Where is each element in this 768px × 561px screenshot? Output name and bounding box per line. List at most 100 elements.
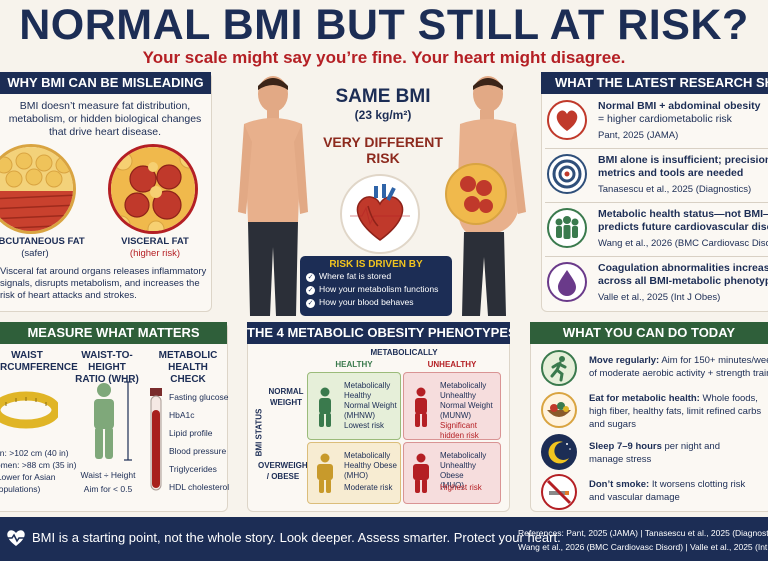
action-sleep-text: Sleep 7–9 hours per night and manage stre…	[589, 441, 720, 465]
divider	[545, 202, 768, 203]
blood-drop-icon	[547, 262, 587, 302]
research-item: BMI alone is insufficient; precision metr…	[545, 150, 768, 203]
phenotype-axis-top: METABOLICALLY	[370, 348, 438, 357]
whr-aim: Aim for < 0.5	[83, 484, 133, 494]
risk-label: RISK	[366, 150, 400, 166]
moon-icon	[541, 434, 577, 470]
footer-references: Wang et al., 2026 (BMC Cardiovasc Disord…	[518, 542, 768, 552]
phenotype-name: (MHO)	[344, 471, 368, 480]
why-bmi-heading: WHY BMI CAN BE MISLEADING	[0, 72, 211, 94]
target-icon	[547, 154, 587, 194]
visceral-fat-label: VISCERAL FAT	[121, 236, 189, 247]
phenotype-risk: Moderate risk	[344, 483, 393, 492]
phenotype-name: Healthy	[344, 391, 372, 400]
very-different-label: VERY DIFFERENT	[323, 134, 443, 150]
test-item: HbA1c	[169, 410, 195, 420]
test-item: Triglycerides	[169, 464, 217, 474]
lean-man-figure	[236, 72, 310, 316]
why-bmi-footer-text: Visceral fat around organs releases infl…	[0, 266, 207, 301]
metabolic-check-title: METABOLIC HEALTH CHECK	[158, 350, 218, 385]
phenotype-abbr: (MHNW)	[344, 411, 376, 420]
food-bowl-icon	[541, 392, 577, 428]
person-icon	[317, 453, 333, 493]
person-height-icon	[86, 380, 136, 462]
overweight-row-label: OVERWEIGHT / OBESE	[258, 461, 313, 481]
research-heading: WHAT THE LATEST RESEARCH SHOWS	[541, 72, 768, 94]
research-citation: Wang et al., 2026 (BMC Cardiovasc Disord…	[598, 238, 768, 249]
measure-heading: MEASURE WHAT MATTERS	[0, 322, 227, 344]
whr-title: WAIST-TO-HEIGHT RATIO (WHR)	[75, 350, 139, 385]
phenotype-name: Healthy Obese	[344, 461, 397, 470]
research-item: Coagulation abnormalities increase riska…	[545, 258, 768, 311]
footer-references: References: Pant, 2025 (JAMA) | Tanasesc…	[518, 528, 768, 538]
phenotype-name: Normal Weight	[344, 401, 397, 410]
phenotype-risk: Highest risk	[440, 483, 482, 492]
test-item: HDL cholesterol	[169, 482, 230, 492]
tape-measure-icon	[0, 384, 61, 436]
phenotype-name: Normal Weight	[440, 401, 493, 410]
person-icon	[413, 453, 429, 493]
risk-box-title: RISK IS DRIVEN BY	[329, 259, 423, 270]
phenotype-name: (MUO)	[440, 481, 464, 490]
phenotype-name: Unhealthy	[440, 391, 477, 400]
same-bmi-label: SAME BMI	[335, 86, 431, 107]
research-citation: Tanasescu et al., 2025 (Diagnostics)	[598, 184, 752, 195]
phenotype-cell: Metabolically Unhealthy Normal Weight (MUNW…	[403, 372, 501, 440]
phenotype-cell: Metabolically Healthy Normal Weight (MHNW) L…	[307, 372, 401, 440]
check-icon: ✓	[306, 299, 315, 308]
blood-tube-icon	[148, 388, 164, 492]
waist-populations: populations)	[0, 484, 41, 494]
phenotype-cell: Metabolically Unhealthy Obese (MUO) Highest…	[403, 442, 501, 504]
research-item: Metabolic health status—not BMI— predicts…	[545, 204, 768, 257]
test-item: Blood pressure	[169, 446, 227, 456]
phenotype-name: Metabolically	[440, 381, 487, 390]
phenotype-name: Metabolically	[344, 451, 391, 460]
page-title: NORMAL BMI BUT STILL AT RISK?	[19, 1, 749, 49]
subcutaneous-fat-image	[0, 144, 76, 234]
phenotype-risk: hidden risk	[440, 431, 479, 440]
divider	[545, 148, 768, 149]
risk-item: ✓ How your blood behaves	[306, 297, 414, 308]
heart-icon	[547, 100, 587, 140]
phenotype-risk: Lowest risk	[344, 421, 385, 430]
phenotype-name: Metabolically	[344, 381, 391, 390]
no-smoking-icon	[541, 474, 577, 510]
research-title: BMI alone is insufficient; precision metr…	[598, 154, 768, 179]
heart-illustration	[340, 174, 420, 254]
action-smoke-text: Don’t smoke: It worsens clotting risk and…	[589, 479, 746, 503]
test-item: Lipid profile	[169, 428, 213, 438]
why-bmi-intro: BMI doesn’t measure fat distribution, me…	[8, 100, 202, 138]
phenotypes-heading: THE 4 METABOLIC OBESITY PHENOTYPES	[247, 322, 510, 344]
visceral-fat-image	[108, 144, 198, 234]
person-icon	[319, 387, 331, 427]
waist-men: Men: >102 cm (40 in)	[0, 448, 69, 458]
research-title: Normal BMI + abdominal obesity = higher c…	[598, 100, 761, 125]
research-title: Metabolic health status—not BMI— predicts…	[598, 208, 768, 233]
unhealthy-column-label: UNHEALTHY	[427, 360, 477, 369]
risk-item: ✓ How your metabolism functions	[306, 284, 439, 295]
person-icon	[415, 387, 427, 427]
healthy-column-label: HEALTHY	[335, 360, 373, 369]
footer-message: BMI is a starting point, not the whole s…	[32, 530, 561, 545]
test-item: Fasting glucose	[169, 392, 229, 402]
page-subtitle: Your scale might say you’re fine. Your h…	[142, 48, 626, 67]
waist-lower: (Lower for Asian	[0, 472, 56, 482]
subcutaneous-fat-note: (safer)	[21, 248, 49, 259]
risk-item: ✓ Where fat is stored	[306, 271, 392, 282]
waist-women: Women: >88 cm (35 in)	[0, 460, 77, 470]
visceral-fat-note: (higher risk)	[129, 248, 181, 259]
heart-pulse-icon	[4, 525, 28, 549]
research-title: Coagulation abnormalities increase riska…	[598, 262, 768, 287]
check-icon: ✓	[306, 286, 315, 295]
overweight-man-figure	[436, 72, 532, 316]
actions-heading: WHAT YOU CAN DO TODAY	[530, 322, 768, 344]
research-item: Normal BMI + abdominal obesity = higher c…	[545, 96, 768, 149]
whr-formula: Waist ÷ Height	[80, 470, 136, 480]
phenotype-name: Metabolically	[440, 451, 487, 460]
action-move-text: Move regularly: Aim for 150+ minutes/wee…	[589, 355, 768, 379]
phenotype-risk: Significant	[440, 421, 477, 430]
action-eat-text: Eat for metabolic health: Whole foods, hi…	[589, 393, 762, 430]
people-icon	[547, 208, 587, 248]
footer-bar	[0, 517, 768, 561]
phenotype-abbr: (MUNW)	[440, 411, 472, 420]
